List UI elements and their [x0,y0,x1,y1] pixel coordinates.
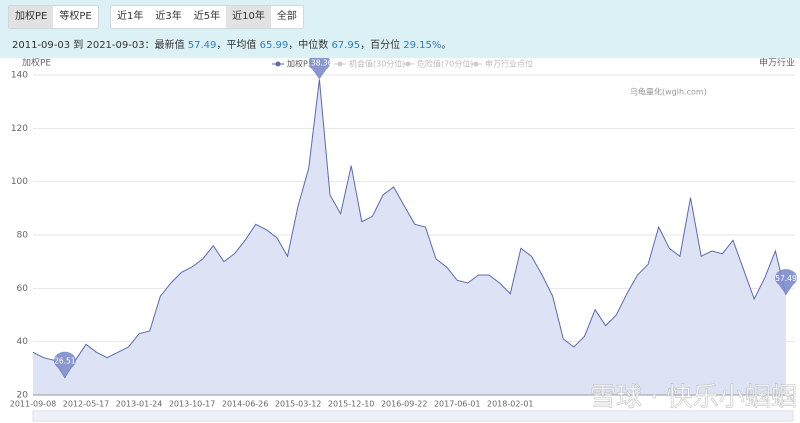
slider-bar [32,410,794,422]
y-tick-label: 120 [11,124,28,134]
tab-button[interactable]: 加权PE [9,6,54,28]
y-tick-label: 80 [17,231,29,241]
summary-label: 最新值 [154,40,188,51]
y-tick-label: 60 [17,284,29,294]
pin-label: 26.51 [54,357,76,366]
line [32,79,787,379]
pin-label: 57.49 [775,274,797,283]
summary-value: 57.49 [187,40,217,51]
summary: 2011-09-03 到 2021-09-03：最新值 57.49，平均值 65… [12,36,451,51]
range-button[interactable]: 近3年 [155,11,182,22]
y2-axis-label: 申万行业 [759,58,795,69]
y-tick-label: 100 [11,177,28,187]
pin-label: 138.36 [306,58,332,67]
summary-sep: 。 [441,40,452,51]
summary-period: 2011-09-03 到 2021-09-03： [12,40,155,51]
pin [308,58,331,80]
tab-group: 加权PE 等权PE [8,5,99,29]
y-tick-label: 40 [17,337,29,347]
x-tick-label: 2011-09-08 [10,400,57,409]
range-button[interactable]: 近10年 [226,6,271,28]
x-tick-label: 2015-12-10 [328,400,375,409]
watermark: 乌龟量化(wglh.com) [630,87,707,97]
x-tick-label: 2015-03-12 [275,400,322,409]
legend-label: 机会值(30分位) [349,59,405,69]
legend-marker [275,61,281,67]
legend-label: 危险值(70分位) [417,59,473,69]
area [33,79,786,396]
overlay-text: 雪球 · 快乐小蝈蝈 [590,383,797,413]
chart: 加权PE 申万行业 乌龟量化(wglh.com) 20 40 60 80 100 120 1… [10,58,797,422]
pin [53,351,76,378]
y-tick-label: 140 [11,71,28,81]
pin [774,269,797,296]
y-axis-label: 加权PE [22,58,51,69]
legend: 加权PE 机会值(30分位) 危险值(70分位) 申万行业点位 [272,59,533,69]
summary-sep: ， [288,40,299,51]
x-tick-label: 2017-06-01 [434,400,481,409]
legend-label: 加权PE [287,59,313,69]
toolbar: 加权PE 等权PE 近1年 近3年 近5年 近10年 全部 2011-09-03 到 20… [0,0,800,58]
summary-label: 平均值 [226,40,260,51]
range-group: 近1年 近3年 近5年 近10年 全部 [110,5,304,29]
x-tick-label: 2014-06-26 [222,400,269,409]
legend-marker [405,61,411,67]
summary-sep: ， [216,40,227,51]
tab-button[interactable]: 等权PE [59,11,92,22]
summary-label: 中位数 [298,40,332,51]
summary-label: 百分位 [370,40,404,51]
x-tick-label: 2013-01-24 [116,400,163,409]
x-tick-label: 2016-09-22 [381,400,428,409]
x-tick-label: 2012-05-17 [63,400,110,409]
x-tick-label: 2013-10-17 [169,400,216,409]
range-button[interactable]: 近1年 [117,11,144,22]
summary-value: 65.99 [259,40,289,51]
x-tick-label: 2018-02-01 [487,400,534,409]
legend-marker [473,61,479,67]
range-button[interactable]: 全部 [276,11,297,22]
summary-value: 29.15% [403,40,442,51]
summary-sep: ， [360,40,371,51]
range-button[interactable]: 近5年 [193,11,221,22]
summary-value: 67.95 [331,40,361,51]
y-tick-label: 20 [17,391,29,401]
legend-label: 申万行业点位 [485,59,533,69]
legend-marker [337,61,343,67]
